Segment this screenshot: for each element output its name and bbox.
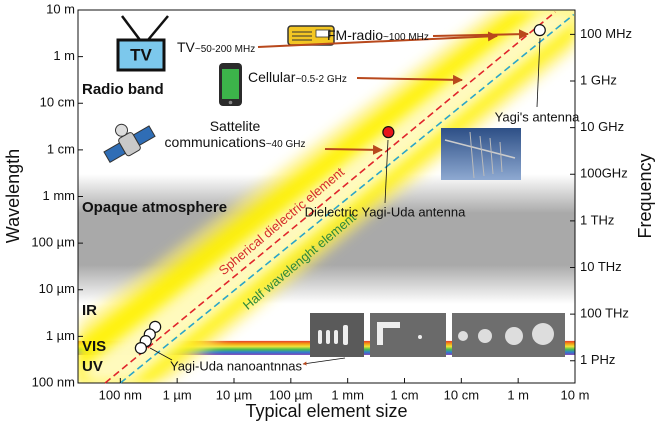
y2-tick-label: 10 GHz bbox=[580, 119, 624, 134]
region-label: UV bbox=[82, 358, 103, 375]
y-axis-title: Wavelength bbox=[3, 149, 23, 243]
y2-tick-label: 1 THz bbox=[580, 212, 614, 227]
service-label: TV~50-200 MHz bbox=[177, 39, 255, 58]
y2-tick-label: 1 GHz bbox=[580, 72, 617, 87]
y-tick-label: 1 m bbox=[53, 48, 75, 63]
y2-axis-title: Frequency bbox=[635, 153, 655, 238]
service-label: Sattelite communications~40 GHz bbox=[160, 118, 310, 153]
service-range: ~50-200 MHz bbox=[195, 44, 255, 55]
region-label: IR bbox=[82, 302, 97, 319]
y-tick-label: 10 m bbox=[46, 1, 75, 16]
x-tick-label: 100 nm bbox=[99, 387, 142, 402]
x-tick-label: 1 µm bbox=[163, 387, 192, 402]
leader-arrow bbox=[303, 358, 345, 364]
data-point bbox=[383, 127, 394, 138]
page: TV Spherical dielectric elementHalf wave… bbox=[0, 0, 658, 429]
y-tick-label: 1 mm bbox=[43, 188, 76, 203]
series-label: Yagi's antenna bbox=[495, 109, 580, 124]
x-tick-label: 10 cm bbox=[444, 387, 479, 402]
data-point bbox=[534, 25, 545, 36]
y-tick-label: 1 µm bbox=[46, 328, 75, 343]
service-label: Cellular bbox=[248, 69, 295, 85]
service-range: ~100 MHz bbox=[383, 32, 429, 43]
series-label: Yagi-Uda nanoantnnas bbox=[170, 358, 303, 373]
region-label: Radio band bbox=[82, 81, 164, 98]
service-label: Cellular~0.5-2 GHz bbox=[248, 69, 347, 88]
y2-tick-label: 100 MHz bbox=[580, 26, 632, 41]
chart: TV Spherical dielectric elementHalf wave… bbox=[0, 0, 658, 429]
tv-icon-text: TV bbox=[130, 45, 152, 64]
y2-tick-label: 1 PHz bbox=[580, 352, 615, 367]
y-tick-label: 100 nm bbox=[32, 374, 75, 389]
service-label: FM-radio bbox=[327, 27, 383, 43]
y-tick-label: 100 µm bbox=[31, 235, 75, 250]
service-label: Sattelite communications bbox=[165, 118, 266, 150]
y-tick-label: 10 cm bbox=[40, 95, 75, 110]
y-tick-label: 10 µm bbox=[39, 281, 75, 296]
x-tick-label: 10 m bbox=[561, 387, 590, 402]
data-point bbox=[135, 343, 146, 354]
band-label: VIS bbox=[82, 338, 106, 355]
band-label: Opaque atmosphere bbox=[82, 199, 227, 216]
service-label: FM-radio~100 MHz bbox=[327, 27, 429, 46]
series-label: Dielectric Yagi-Uda antenna bbox=[305, 204, 466, 219]
y2-tick-label: 100GHz bbox=[580, 166, 628, 181]
x-tick-label: 1 m bbox=[507, 387, 529, 402]
service-arrow bbox=[325, 149, 382, 150]
service-label: TV bbox=[177, 39, 195, 55]
y-tick-label: 1 cm bbox=[47, 141, 75, 156]
service-range: ~0.5-2 GHz bbox=[295, 74, 346, 85]
x-axis-title: Typical element size bbox=[245, 401, 407, 421]
y2-tick-label: 10 THz bbox=[580, 259, 622, 274]
y2-tick-label: 100 THz bbox=[580, 306, 629, 321]
service-range: ~40 GHz bbox=[266, 139, 306, 150]
